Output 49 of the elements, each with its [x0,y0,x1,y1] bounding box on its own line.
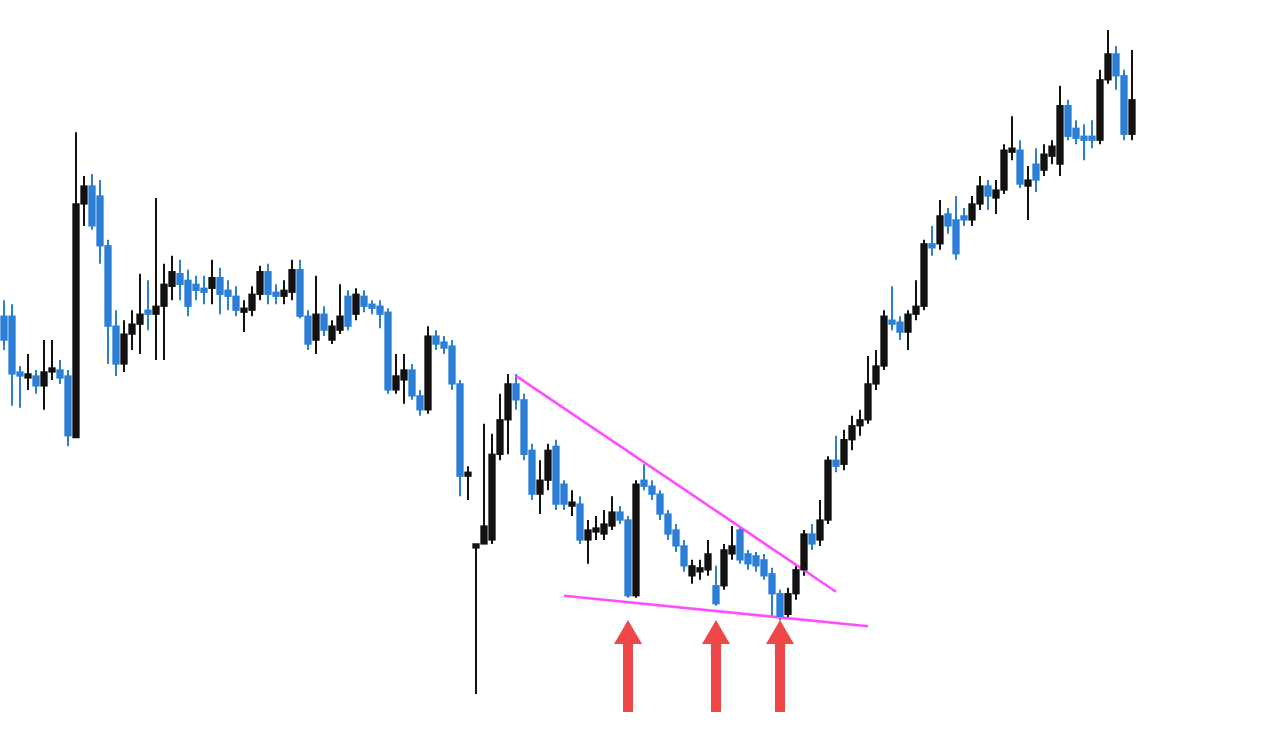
candlestick [208,258,216,306]
candlestick [832,434,840,474]
candlestick [736,525,744,565]
candlestick [264,262,272,306]
candlestick [640,463,648,492]
candlestick [216,266,224,316]
candlestick [184,268,192,318]
candlestick [344,289,352,332]
candlestick [336,283,344,336]
candlestick [1024,165,1032,221]
candlestick [32,368,40,395]
candlestick [144,279,152,332]
candlestick [888,285,896,332]
candlestick [936,198,944,251]
candlestick [288,258,296,302]
candlestick [24,353,32,391]
candlestick [584,519,592,565]
candlestick [952,195,960,261]
candlestick [432,329,440,352]
candlestick [504,372,512,456]
candlestick [752,550,760,573]
candlestick [984,179,992,211]
candlestick [1064,98,1072,142]
candlestick [320,305,328,338]
candlestick [40,339,48,411]
candlestick [360,289,368,314]
candlestick [480,422,488,545]
candlestick [576,495,584,545]
candlestick [1032,147,1040,194]
candlestick [232,285,240,318]
candlestick [808,523,816,551]
candlestick [312,274,320,356]
candlestick [1080,123,1088,162]
candlestick [192,274,200,302]
candlestick [568,489,576,518]
candlestick [1040,143,1048,178]
candlestick [136,272,144,356]
candlestick [1016,139,1024,190]
candlestick [200,274,208,306]
candlestick [464,465,472,502]
candlestick [400,353,408,405]
candlestick [352,287,360,322]
candlestick [152,196,160,362]
candlestick [688,558,696,585]
candlestick [712,564,720,607]
candlestick [1088,119,1096,150]
candlestick [704,538,712,577]
candlestick [928,224,936,257]
candlestick [1128,48,1136,142]
